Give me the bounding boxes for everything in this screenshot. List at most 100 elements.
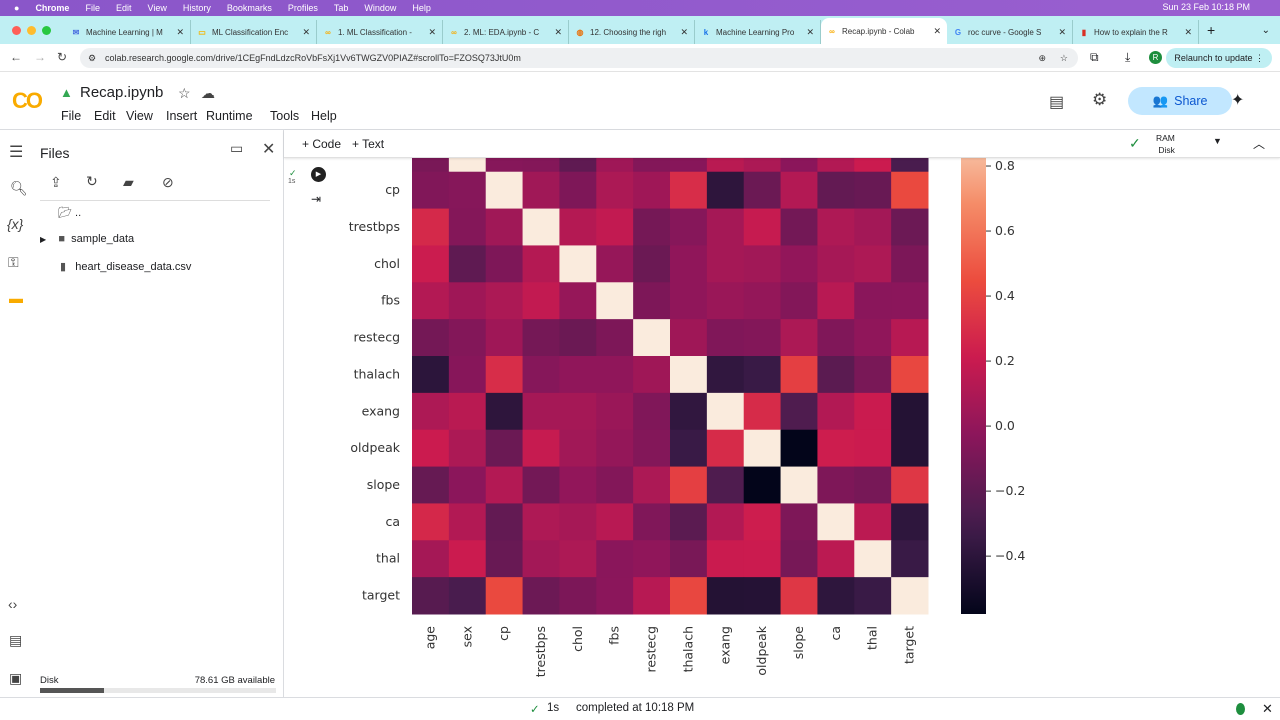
tab-search-chevron-icon[interactable]: ⌄: [1261, 24, 1270, 36]
app-name[interactable]: Chrome: [35, 3, 70, 13]
settings-gear-icon[interactable]: ⚙: [1092, 90, 1108, 109]
heatmap-cell: [412, 503, 450, 541]
extensions-icon[interactable]: ⧉: [1090, 50, 1099, 64]
menu-insert[interactable]: Insert: [166, 109, 198, 123]
gemini-sparkle-icon[interactable]: ✦: [1231, 92, 1245, 109]
comments-icon[interactable]: ▤: [1049, 94, 1065, 111]
menu-runtime[interactable]: Runtime: [206, 109, 253, 123]
heatmap-cell: [854, 577, 892, 615]
collapse-chevron-up-icon[interactable]: ︿: [1253, 137, 1266, 151]
row-label: fbs: [381, 293, 400, 308]
menu-tools[interactable]: Tools: [270, 109, 300, 123]
download-icon[interactable]: ⤓: [1125, 50, 1131, 64]
close-window-button[interactable]: [12, 25, 21, 35]
colab-logo[interactable]: CO: [12, 88, 43, 114]
variables-icon[interactable]: {x}: [7, 216, 24, 232]
row-label: trestbps: [349, 219, 400, 234]
menu-help[interactable]: Help: [311, 109, 337, 123]
browser-tab[interactable]: ▭ ML Classification Enc ✕: [191, 20, 317, 44]
apple-icon[interactable]: ●: [14, 3, 20, 13]
heatmap-cell: [670, 466, 708, 504]
browser-tab[interactable]: ▮ How to explain the R ✕: [1073, 20, 1199, 44]
find-icon[interactable]: 🔍︎: [10, 180, 28, 196]
mac-menu-edit[interactable]: Edit: [115, 3, 132, 13]
secrets-key-icon[interactable]: ⚿: [8, 254, 19, 270]
mac-menu-help[interactable]: Help: [412, 3, 431, 13]
mac-menu-view[interactable]: View: [147, 3, 167, 13]
notebook-title[interactable]: Recap.ipynb: [80, 84, 164, 101]
table-of-contents-icon[interactable]: ☰: [9, 144, 24, 161]
browser-tab[interactable]: ∞ Recap.ipynb - Colab ✕: [821, 18, 947, 44]
mount-drive-icon[interactable]: ▰: [123, 174, 134, 190]
url-input[interactable]: ⚙ colab.research.google.com/drive/1CEgFnd…: [80, 48, 1078, 68]
mac-menu-file[interactable]: File: [85, 3, 100, 13]
avatar[interactable]: R: [1149, 51, 1162, 64]
mac-menu-bookmarks[interactable]: Bookmarks: [226, 3, 272, 13]
heatmap-cell: [670, 577, 708, 615]
heatmap-cell: [891, 577, 929, 615]
browser-tab[interactable]: ✉ Machine Learning | M ✕: [65, 20, 191, 44]
new-tab-button[interactable]: +: [1207, 22, 1216, 38]
close-tab-icon[interactable]: ✕: [806, 26, 814, 37]
menu-edit[interactable]: Edit: [94, 109, 116, 123]
add-text-button[interactable]: + Text: [352, 137, 385, 151]
tab-title: 1. ML Classification -: [338, 27, 412, 37]
heatmap-cell: [891, 429, 929, 468]
browser-tab[interactable]: ◍ 12. Choosing the righ ✕: [569, 20, 695, 44]
close-tab-icon[interactable]: ✕: [1184, 26, 1192, 37]
back-icon[interactable]: ←: [10, 50, 22, 64]
file-item-heart-csv[interactable]: ▮ heart_disease_data.csv: [60, 260, 191, 273]
heatmap-cell: [596, 356, 634, 394]
command-palette-icon[interactable]: ▤: [9, 632, 23, 648]
browser-tab[interactable]: k Machine Learning Pro ✕: [695, 20, 821, 44]
reload-icon[interactable]: ↻: [57, 50, 68, 64]
close-status-icon[interactable]: ✕: [1262, 701, 1273, 716]
run-cell-button[interactable]: ▶: [311, 167, 326, 182]
site-settings-icon[interactable]: ⚙: [88, 53, 97, 63]
expand-caret-icon[interactable]: ▶: [40, 235, 47, 244]
hide-files-icon[interactable]: ⊘: [162, 174, 174, 190]
close-tab-icon[interactable]: ✕: [680, 26, 688, 37]
column-label: thal: [865, 626, 880, 650]
files-folder-icon[interactable]: ▬: [9, 290, 23, 306]
runtime-dropdown-icon[interactable]: ▼: [1213, 136, 1222, 146]
maximize-window-button[interactable]: [42, 25, 51, 35]
zoom-icon[interactable]: ⊕: [1038, 53, 1046, 63]
browser-tab[interactable]: ∞ 1. ML Classification - ✕: [317, 20, 443, 44]
heatmap-cell: [522, 208, 560, 246]
menu-file[interactable]: File: [61, 109, 82, 123]
menu-view[interactable]: View: [126, 109, 153, 123]
forward-icon[interactable]: →: [34, 50, 46, 64]
code-snippets-icon[interactable]: ‹›: [8, 596, 18, 612]
mac-menu-window[interactable]: Window: [364, 3, 397, 13]
refresh-icon[interactable]: ↻: [86, 173, 98, 189]
heatmap-cell: [596, 429, 634, 468]
output-options-icon[interactable]: ⇥: [311, 192, 322, 206]
heatmap-cell: [448, 577, 487, 615]
add-code-button[interactable]: + Code: [302, 137, 342, 151]
close-tab-icon[interactable]: ✕: [554, 26, 562, 37]
close-panel-icon[interactable]: ✕: [262, 141, 276, 158]
mac-menu-history[interactable]: History: [182, 3, 211, 13]
browser-tab[interactable]: ∞ 2. ML: EDA.ipynb - C ✕: [443, 20, 569, 44]
share-button[interactable]: 👥 Share: [1128, 87, 1232, 115]
mac-menu-profiles[interactable]: Profiles: [287, 3, 318, 13]
mac-menu-tab[interactable]: Tab: [333, 3, 349, 13]
terminal-icon[interactable]: ▣: [9, 670, 23, 686]
resource-monitor[interactable]: RAM Disk: [1156, 132, 1175, 156]
file-item-sample-data[interactable]: ▶ ■ sample_data: [40, 233, 134, 245]
file-item-parent[interactable]: 📂︎ ..: [58, 206, 81, 219]
open-in-tab-icon[interactable]: ▭: [230, 140, 244, 156]
upload-file-icon[interactable]: ⇪: [50, 174, 62, 190]
minimize-window-button[interactable]: [27, 25, 36, 35]
colorbar: [961, 158, 986, 614]
close-tab-icon[interactable]: ✕: [933, 25, 941, 36]
relaunch-button[interactable]: Relaunch to update ⋮: [1166, 48, 1272, 68]
bookmark-star-icon[interactable]: ☆: [1059, 53, 1068, 63]
close-tab-icon[interactable]: ✕: [1058, 26, 1066, 37]
close-tab-icon[interactable]: ✕: [428, 26, 436, 37]
close-tab-icon[interactable]: ✕: [176, 26, 184, 37]
close-tab-icon[interactable]: ✕: [302, 26, 310, 37]
star-icon[interactable]: ☆: [178, 85, 191, 101]
